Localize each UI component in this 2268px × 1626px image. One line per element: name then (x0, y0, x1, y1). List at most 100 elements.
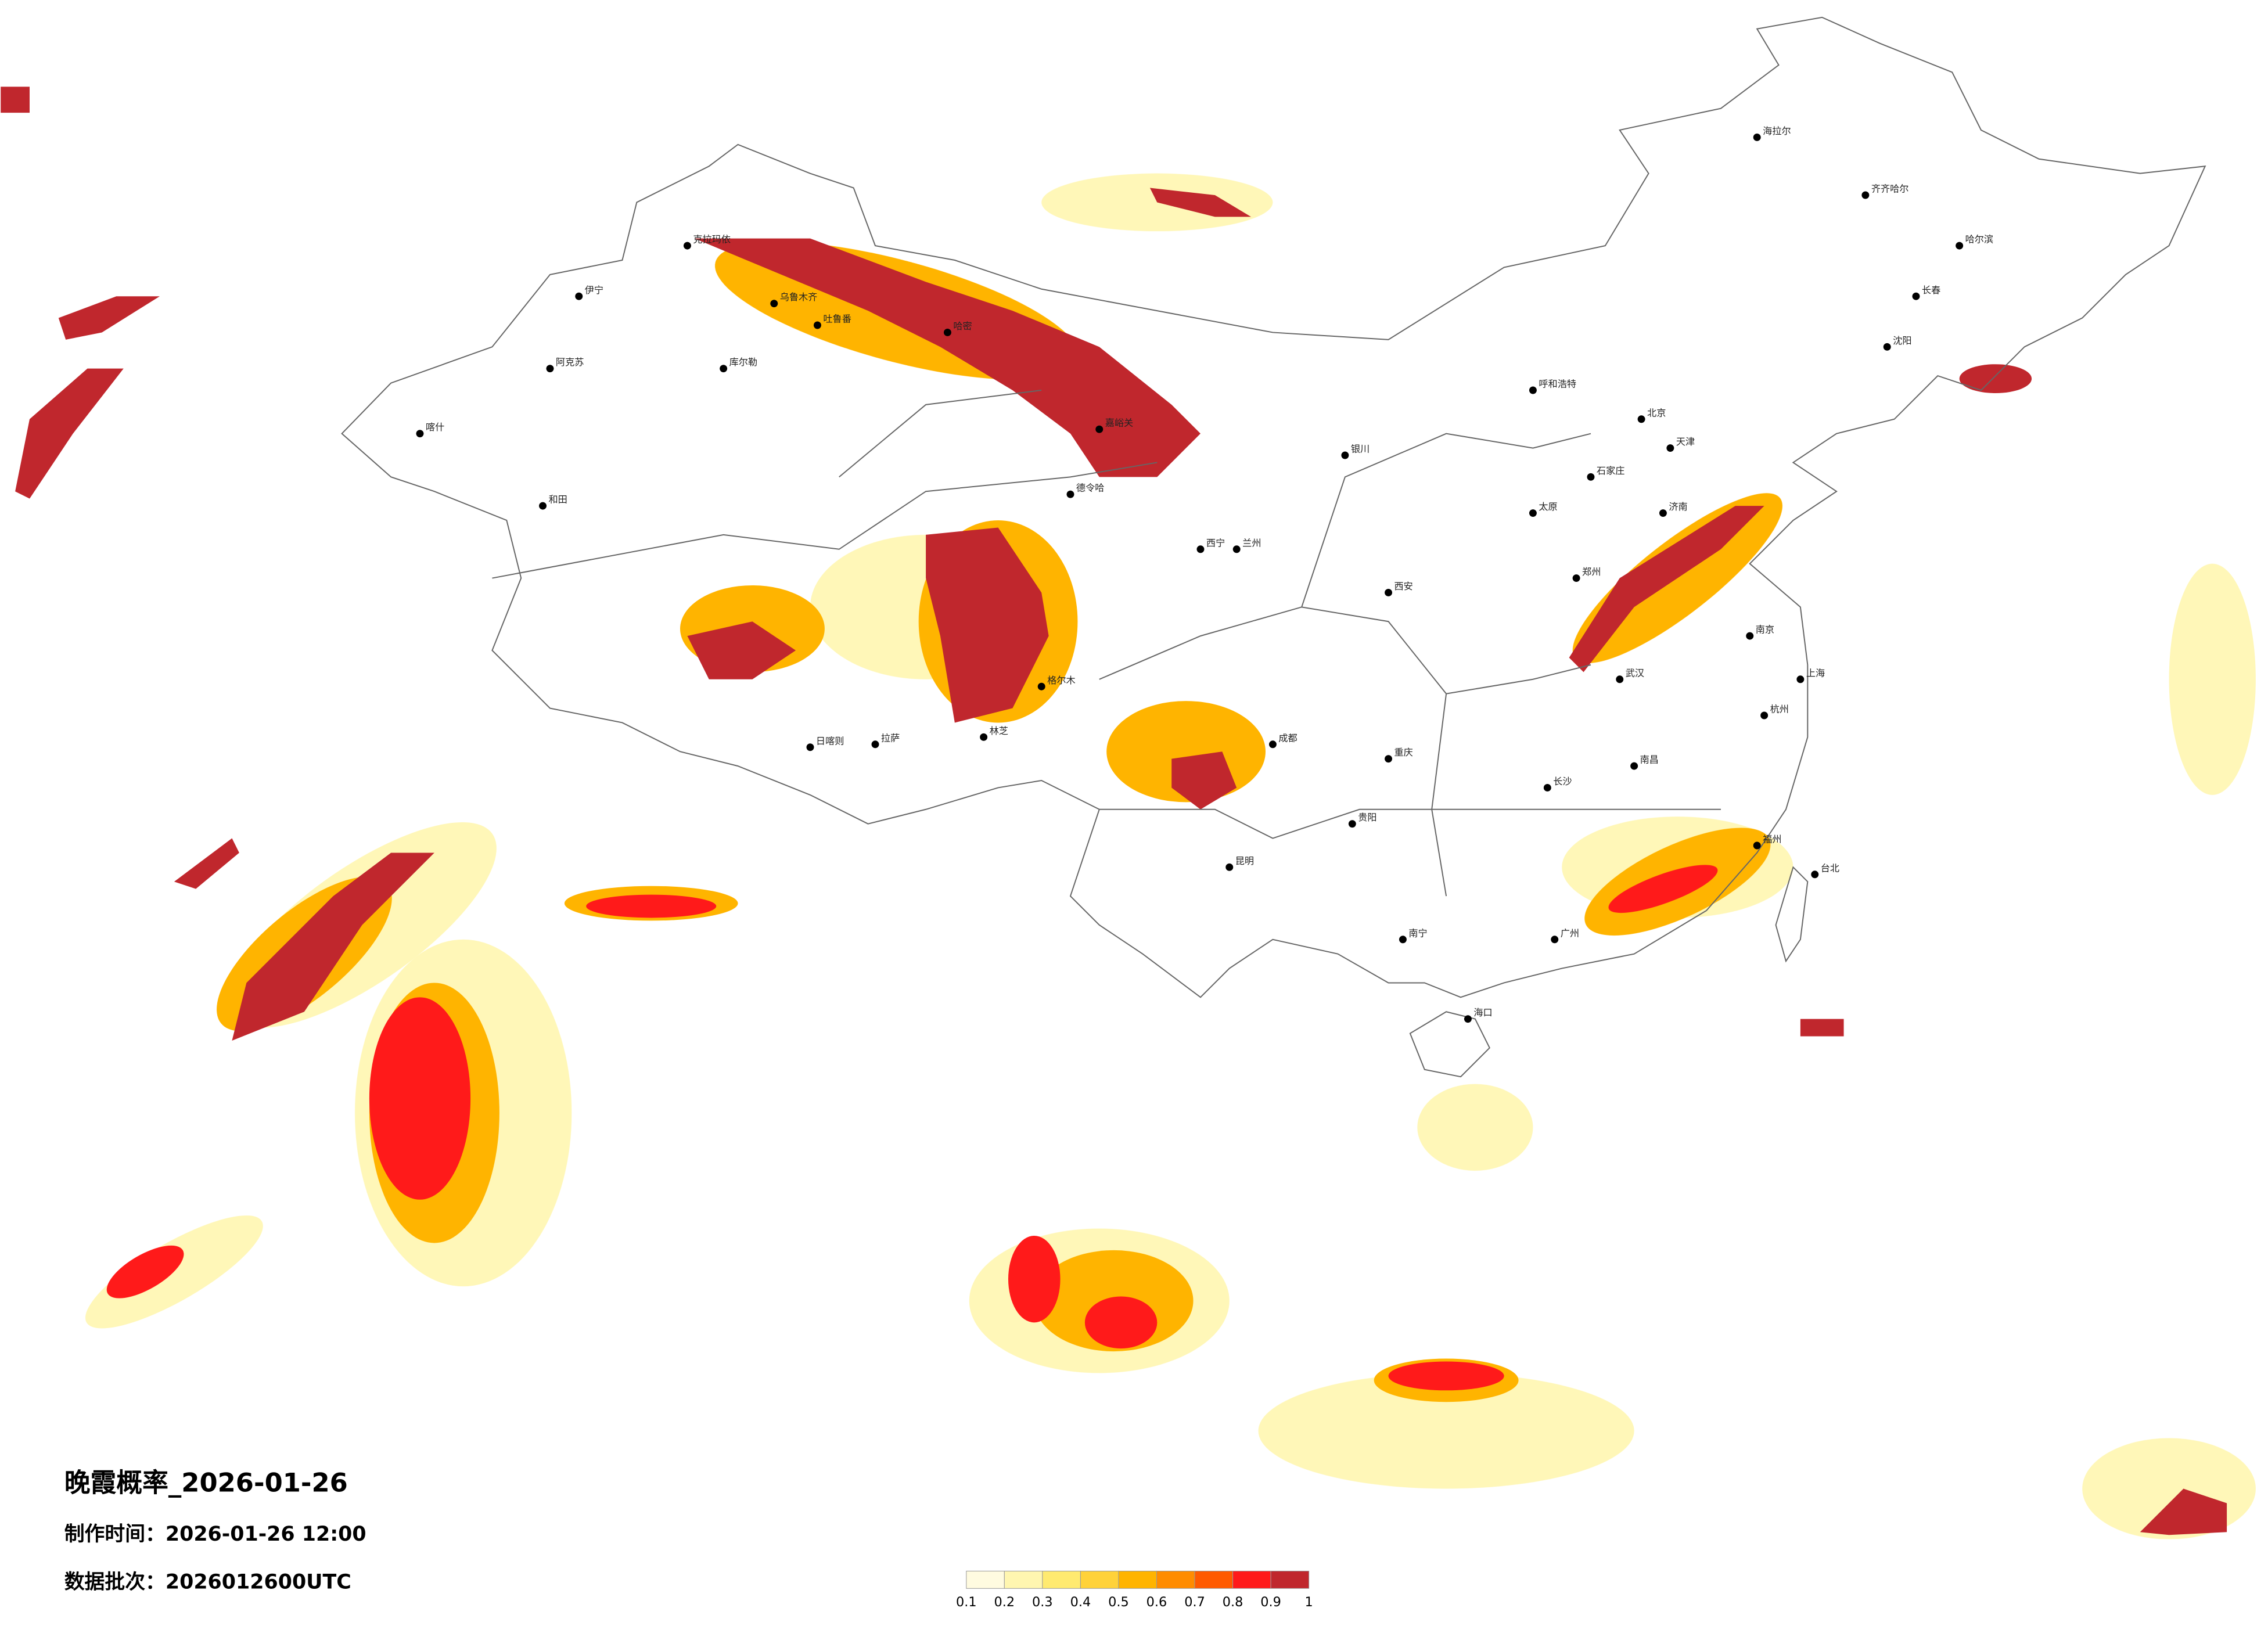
city-label: 贵阳 (1358, 812, 1376, 823)
city-label: 齐齐哈尔 (1871, 184, 1909, 195)
city-label: 林芝 (990, 725, 1008, 736)
city-marker (1746, 632, 1754, 640)
city-label: 嘉峪关 (1105, 418, 1133, 429)
city-label: 兰州 (1242, 537, 1261, 548)
colorbar-label: 0.5 (1108, 1595, 1129, 1610)
city-marker (943, 328, 951, 336)
country-outline (341, 16, 2206, 1078)
city-label: 德令哈 (1076, 483, 1104, 494)
probability-field (1, 87, 2256, 1539)
city-marker (1659, 509, 1667, 517)
city-label: 台北 (1821, 862, 1839, 873)
city-label: 郑州 (1582, 566, 1601, 577)
city-label: 乌鲁木齐 (780, 292, 818, 303)
city-label: 西安 (1394, 581, 1413, 592)
city-marker (683, 242, 691, 250)
batch: 数据批次：2026012600UTC (64, 1570, 351, 1593)
city-marker (1883, 343, 1891, 351)
city-label: 格尔木 (1047, 675, 1075, 686)
city-label: 西宁 (1206, 537, 1225, 548)
colorbar-cell (966, 1570, 1005, 1589)
city-marker (1811, 870, 1819, 879)
title: 晚霞概率_2026-01-26 (64, 1467, 348, 1498)
colorbar-cell (1118, 1570, 1157, 1589)
city-marker (1232, 545, 1241, 553)
city-marker (1385, 588, 1393, 596)
city-marker (1066, 490, 1074, 498)
city-label: 广州 (1561, 927, 1579, 938)
colorbar-label: 0.6 (1146, 1595, 1167, 1610)
city-label: 长沙 (1553, 776, 1572, 787)
city-label: 石家庄 (1597, 465, 1624, 476)
city-marker (1341, 451, 1349, 459)
city-marker (539, 502, 547, 510)
city-marker (1753, 133, 1761, 141)
city-marker (770, 300, 778, 308)
colorbar: 0.1 0.2 0.3 0.4 0.5 0.6 0.7 0.8 0.9 1 (956, 1570, 1313, 1610)
city-label: 南昌 (1640, 754, 1659, 765)
city-marker (1529, 386, 1537, 394)
city-label: 天津 (1676, 436, 1695, 447)
colorbar-cell (1004, 1570, 1043, 1589)
city-marker (1796, 675, 1805, 684)
city-marker (1196, 545, 1205, 553)
city-label: 北京 (1647, 407, 1666, 418)
city-label: 呼和浩特 (1539, 379, 1576, 390)
city-label: 武汉 (1626, 667, 1644, 678)
city-marker (1551, 936, 1559, 944)
city-label: 吐鲁番 (823, 314, 851, 325)
city-marker (416, 430, 424, 438)
city-label: 银川 (1351, 444, 1370, 455)
city-label: 日喀则 (816, 735, 844, 746)
city-marker (1666, 444, 1674, 452)
city-label: 阿克苏 (556, 357, 584, 368)
colorbar-label: 1 (1305, 1595, 1313, 1610)
city-label: 伊宁 (585, 285, 603, 296)
colorbar-label: 0.7 (1184, 1595, 1205, 1610)
city-marker (1268, 740, 1277, 749)
colorbar-label: 0.4 (1070, 1595, 1091, 1610)
colorbar-label: 0.3 (1032, 1595, 1053, 1610)
city-label: 济南 (1669, 501, 1687, 512)
colorbar-cell (1156, 1570, 1195, 1589)
city-label: 和田 (549, 494, 567, 505)
colorbar-label: 0.2 (994, 1595, 1015, 1610)
city-marker (813, 321, 821, 329)
city-label: 太原 (1539, 501, 1557, 512)
city-label: 克拉玛依 (693, 234, 731, 245)
city-marker (871, 740, 879, 749)
city-marker (1399, 936, 1407, 944)
city-label: 海拉尔 (1763, 125, 1791, 136)
colorbar-cell (1270, 1570, 1310, 1589)
city-label: 杭州 (1770, 704, 1789, 715)
city-marker (980, 733, 988, 741)
city-marker (1956, 242, 1964, 250)
city-label: 哈密 (953, 321, 972, 332)
city-label: 拉萨 (881, 732, 900, 743)
city-label: 昆明 (1235, 855, 1254, 866)
city-marker (1616, 675, 1624, 684)
city-marker (1861, 191, 1870, 199)
city-label: 哈尔滨 (1965, 234, 1993, 245)
city-marker (1385, 755, 1393, 763)
city-marker (1572, 574, 1580, 582)
city-label: 上海 (1806, 667, 1825, 678)
city-label: 沈阳 (1893, 335, 1911, 346)
city-marker (575, 292, 583, 300)
colorbar-cell (1080, 1570, 1119, 1589)
city-label: 长春 (1922, 285, 1940, 296)
made-time: 制作时间：2026-01-26 12:00 (64, 1523, 366, 1546)
city-marker (1753, 841, 1761, 850)
city-marker (546, 365, 554, 373)
city-marker (806, 743, 814, 751)
city-label: 成都 (1278, 732, 1297, 743)
city-marker (1587, 473, 1595, 481)
city-label: 福州 (1763, 834, 1781, 845)
city-marker (1225, 863, 1234, 871)
colorbar-label: 0.1 (956, 1595, 977, 1610)
city-label: 重庆 (1394, 747, 1413, 758)
